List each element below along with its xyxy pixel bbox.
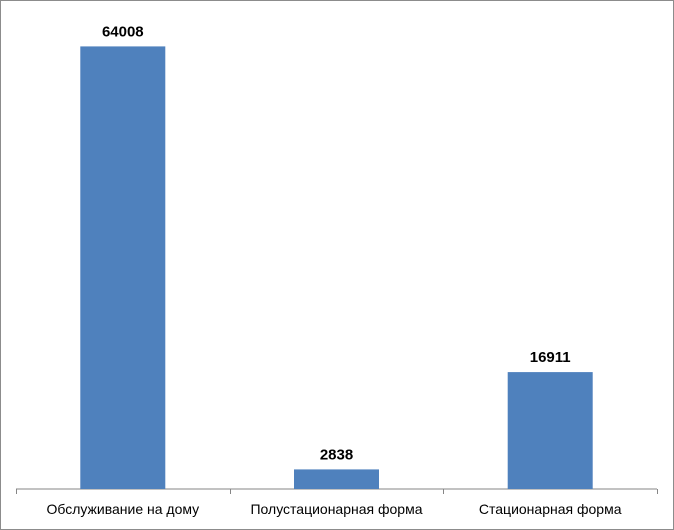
data-label: 64008 xyxy=(102,23,144,40)
bar xyxy=(80,46,166,490)
category-label: Стационарная форма xyxy=(479,501,622,517)
data-label: 2838 xyxy=(320,446,353,463)
category-label: Полустационарная форма xyxy=(250,501,422,517)
data-label: 16911 xyxy=(530,349,571,366)
category-label: Обслуживание на дому xyxy=(46,501,199,517)
bar xyxy=(507,372,593,489)
bar xyxy=(294,469,379,489)
